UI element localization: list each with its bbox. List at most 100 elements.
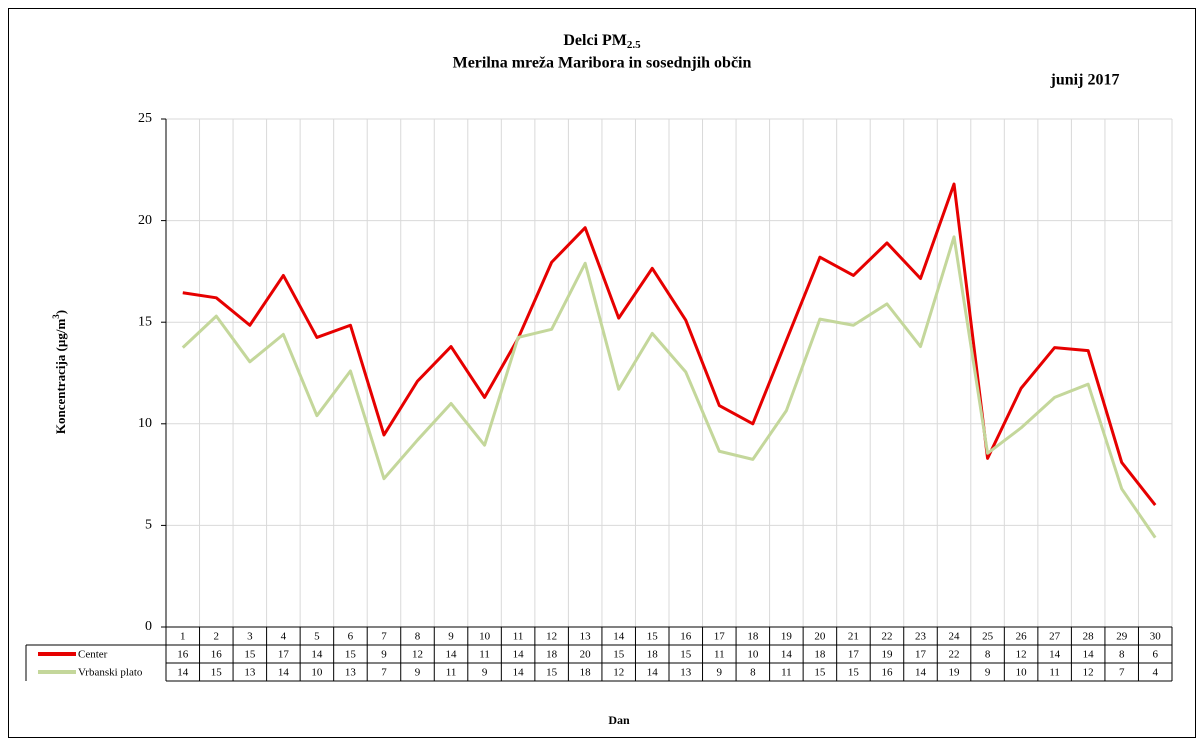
table-value: 7 <box>1119 667 1125 679</box>
y-label-text: Koncentracija (µg/m <box>53 319 68 435</box>
table-value: 15 <box>680 649 692 661</box>
table-value: 18 <box>580 667 592 679</box>
x-tick-label: 30 <box>1150 631 1162 643</box>
x-tick-label: 29 <box>1116 631 1128 643</box>
x-tick-label: 1 <box>180 631 186 643</box>
table-value: 20 <box>580 649 592 661</box>
y-tick-label: 20 <box>138 213 152 228</box>
table-value: 18 <box>814 649 826 661</box>
table-value: 12 <box>1083 667 1094 679</box>
x-tick-label: 12 <box>546 631 557 643</box>
y-label-end: ) <box>53 310 68 314</box>
table-value: 14 <box>513 667 525 679</box>
series-line <box>181 235 1157 539</box>
y-tick-label: 5 <box>145 518 152 533</box>
x-tick-label: 28 <box>1083 631 1095 643</box>
title-text: Delci PM <box>563 32 627 49</box>
table-value: 10 <box>311 667 323 679</box>
x-tick-label: 5 <box>314 631 320 643</box>
x-tick-label: 14 <box>613 631 625 643</box>
x-tick-label: 2 <box>214 631 220 643</box>
x-tick-label: 19 <box>781 631 793 643</box>
table-value: 9 <box>415 667 421 679</box>
x-tick-label: 13 <box>580 631 592 643</box>
chart-subtitle: Merilna mreža Maribora in sosednjih obči… <box>453 55 752 72</box>
title-subscript: 2.5 <box>627 39 641 51</box>
table-value: 17 <box>848 649 860 661</box>
table-value: 12 <box>1016 649 1027 661</box>
table-value: 18 <box>546 649 558 661</box>
table-value: 6 <box>1152 649 1158 661</box>
table-value: 19 <box>949 667 961 679</box>
table-value: 14 <box>647 667 659 679</box>
table-value: 11 <box>446 667 457 679</box>
y-tick-label: 15 <box>138 314 152 329</box>
x-tick-label: 11 <box>513 631 524 643</box>
legend-label: Vrbanski plato <box>78 667 143 679</box>
table-value: 17 <box>278 649 290 661</box>
table-value: 9 <box>381 649 387 661</box>
table-value: 13 <box>680 667 692 679</box>
x-tick-label: 23 <box>915 631 927 643</box>
x-axis-label: Dan <box>608 713 630 727</box>
table-value: 11 <box>1049 667 1060 679</box>
table-value: 19 <box>881 649 893 661</box>
x-tick-label: 27 <box>1049 631 1061 643</box>
x-tick-label: 4 <box>281 631 287 643</box>
table-value: 14 <box>1049 649 1061 661</box>
table-value: 15 <box>244 649 256 661</box>
table-value: 18 <box>647 649 659 661</box>
y-label-sup: 3 <box>51 314 61 319</box>
x-tick-label: 18 <box>747 631 759 643</box>
table-value: 15 <box>211 667 223 679</box>
table-value: 9 <box>985 667 991 679</box>
x-tick-label: 7 <box>381 631 387 643</box>
table-value: 14 <box>311 649 323 661</box>
x-tick-label: 3 <box>247 631 253 643</box>
table-value: 14 <box>1083 649 1095 661</box>
x-tick-label: 9 <box>448 631 454 643</box>
table-value: 16 <box>881 667 893 679</box>
table-value: 11 <box>781 667 792 679</box>
table-value: 15 <box>848 667 860 679</box>
x-tick-label: 20 <box>814 631 826 643</box>
y-tick-label: 0 <box>145 619 152 634</box>
table-value: 15 <box>546 667 558 679</box>
chart-title: Delci PM2.5 <box>563 32 641 51</box>
series-line <box>182 182 1157 507</box>
x-tick-label: 21 <box>848 631 859 643</box>
table-value: 14 <box>278 667 290 679</box>
table-value: 9 <box>717 667 723 679</box>
x-tick-label: 10 <box>479 631 491 643</box>
table-value: 11 <box>714 649 725 661</box>
annotation: junij 2017 <box>1050 72 1120 89</box>
table-value: 16 <box>211 649 223 661</box>
legend-label: Center <box>78 649 108 661</box>
x-tick-label: 8 <box>415 631 421 643</box>
y-tick-label: 10 <box>138 416 152 431</box>
table-value: 10 <box>1016 667 1028 679</box>
table-value: 13 <box>244 667 256 679</box>
table-value: 14 <box>446 649 458 661</box>
table-value: 11 <box>479 649 490 661</box>
x-tick-label: 22 <box>881 631 892 643</box>
table-value: 14 <box>177 667 189 679</box>
table-value: 13 <box>345 667 357 679</box>
table-value: 8 <box>750 667 756 679</box>
table-value: 9 <box>482 667 488 679</box>
table-value: 15 <box>345 649 357 661</box>
x-tick-label: 17 <box>714 631 726 643</box>
y-axis-label: Koncentracija (µg/m3) <box>51 310 68 434</box>
table-value: 15 <box>613 649 625 661</box>
x-tick-label: 6 <box>348 631 354 643</box>
table-value: 8 <box>1119 649 1125 661</box>
table-value: 14 <box>781 649 793 661</box>
x-tick-label: 15 <box>647 631 659 643</box>
table-value: 7 <box>381 667 387 679</box>
table-value: 22 <box>949 649 960 661</box>
table-value: 12 <box>613 667 624 679</box>
table-value: 14 <box>513 649 525 661</box>
x-tick-label: 16 <box>680 631 692 643</box>
table-value: 4 <box>1152 667 1158 679</box>
